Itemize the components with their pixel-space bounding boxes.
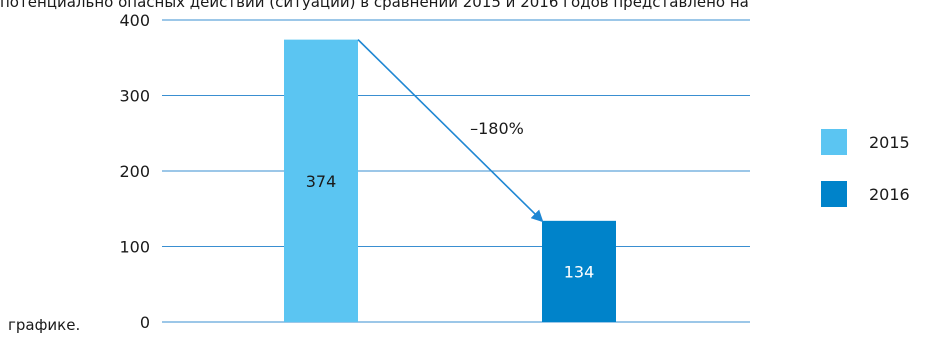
- legend: 2015 2016: [821, 129, 910, 207]
- bar-2015: [284, 39, 358, 322]
- legend-label: 2015: [869, 133, 910, 152]
- intro-text: потенциально опасных действий (ситуаций)…: [0, 0, 749, 11]
- y-tick-label: 100: [119, 238, 150, 257]
- bars: 374 134: [284, 39, 616, 322]
- change-label: –180%: [470, 119, 524, 138]
- legend-swatch: [821, 181, 847, 207]
- outro-text: графике.: [8, 316, 81, 334]
- gridlines: [162, 19, 750, 323]
- data-label: 134: [564, 262, 595, 281]
- change-annotation: –180%: [357, 39, 544, 223]
- y-tick-label: 300: [119, 87, 150, 106]
- y-tick-label: 0: [140, 313, 150, 332]
- change-arrow: [357, 39, 544, 223]
- y-tick-label: 200: [119, 162, 150, 181]
- y-axis: 0 100 200 300 400: [119, 11, 150, 332]
- bar-2016: [542, 220, 616, 322]
- legend-swatch: [821, 129, 847, 155]
- y-tick-label: 400: [119, 11, 150, 30]
- data-label: 374: [306, 172, 337, 191]
- legend-label: 2016: [869, 185, 910, 204]
